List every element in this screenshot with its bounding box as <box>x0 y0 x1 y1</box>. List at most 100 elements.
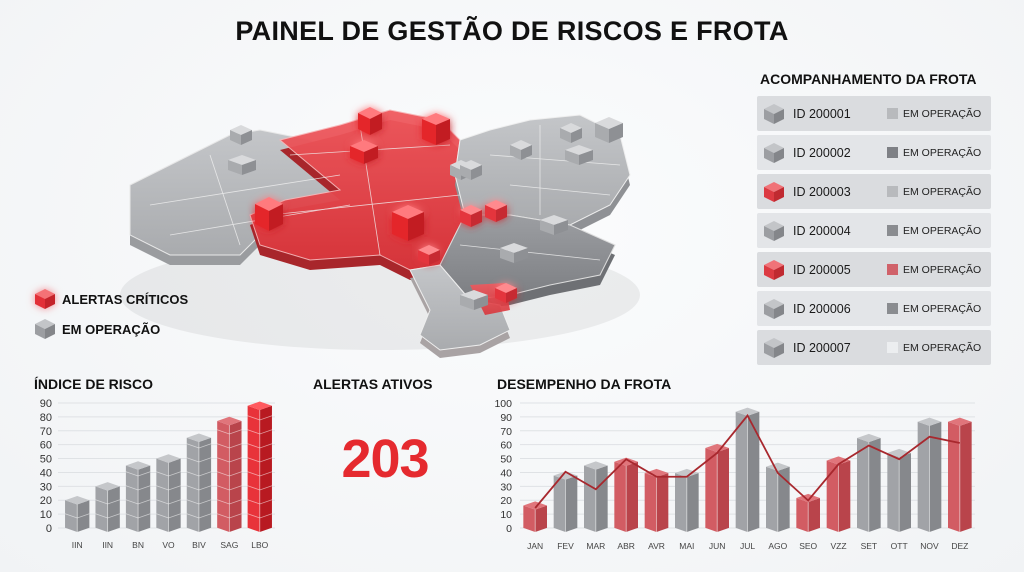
svg-text:SET: SET <box>861 541 878 550</box>
svg-text:JUN: JUN <box>709 541 726 550</box>
bar[interactable] <box>553 471 578 532</box>
svg-text:90: 90 <box>40 398 52 410</box>
fleet-row[interactable]: ID 200003 EM OPERAÇÃO <box>757 174 991 209</box>
svg-text:0: 0 <box>506 523 512 535</box>
bar[interactable] <box>125 461 151 532</box>
gray-cube-icon <box>764 220 784 241</box>
svg-text:VO: VO <box>162 540 175 550</box>
svg-text:JUL: JUL <box>740 541 755 550</box>
vehicle-id: ID 200002 <box>793 145 851 160</box>
status-swatch <box>887 186 898 197</box>
status-badge: EM OPERAÇÃO <box>903 107 982 120</box>
bar[interactable] <box>64 495 90 532</box>
status-swatch <box>887 264 898 275</box>
bar[interactable] <box>614 457 638 532</box>
svg-text:BN: BN <box>132 540 144 550</box>
bar[interactable] <box>735 407 760 532</box>
status-swatch <box>887 342 898 353</box>
gray-cube-icon <box>764 337 784 358</box>
bar[interactable] <box>948 417 972 532</box>
svg-text:0: 0 <box>46 523 52 535</box>
svg-text:70: 70 <box>500 426 512 438</box>
active-alerts-title: ALERTAS ATIVOS <box>313 376 433 392</box>
svg-text:40: 40 <box>40 467 52 479</box>
red-cube-icon <box>35 289 55 309</box>
bar[interactable] <box>766 462 790 532</box>
svg-text:IIN: IIN <box>72 540 83 550</box>
bar[interactable] <box>186 433 212 532</box>
svg-text:JAN: JAN <box>527 541 543 550</box>
bar[interactable] <box>523 501 547 532</box>
legend-label: ALERTAS CRÍTICOS <box>62 291 189 307</box>
bar[interactable] <box>217 416 242 532</box>
gray-cube-icon <box>764 298 784 319</box>
bar[interactable] <box>675 468 699 532</box>
status-badge: EM OPERAÇÃO <box>903 224 982 237</box>
svg-text:10: 10 <box>500 509 512 521</box>
svg-text:60: 60 <box>40 440 52 452</box>
status-swatch <box>887 108 898 119</box>
status-swatch <box>887 225 898 236</box>
svg-text:ABR: ABR <box>617 541 634 550</box>
svg-text:60: 60 <box>500 440 512 452</box>
vehicle-id: ID 200005 <box>793 262 851 277</box>
brazil-risk-map[interactable] <box>110 95 660 365</box>
svg-text:MAI: MAI <box>679 541 694 550</box>
svg-text:50: 50 <box>40 454 52 466</box>
svg-text:SAG: SAG <box>220 540 238 550</box>
svg-text:AVR: AVR <box>648 541 665 550</box>
risk-index-title: ÍNDICE DE RISCO <box>34 376 154 392</box>
fleet-row[interactable]: ID 200006 EM OPERAÇÃO <box>757 291 991 326</box>
bar[interactable] <box>95 482 120 532</box>
red-cube-icon <box>764 181 784 202</box>
vehicle-id: ID 200003 <box>793 184 851 199</box>
gray-cube-icon <box>35 319 55 339</box>
red-cube-icon <box>764 259 784 280</box>
status-badge: EM OPERAÇÃO <box>903 263 982 276</box>
bar[interactable] <box>644 468 669 532</box>
bar[interactable] <box>826 456 851 532</box>
svg-text:50: 50 <box>500 454 512 466</box>
vehicle-id: ID 200004 <box>793 223 851 238</box>
active-alerts-count: 203 <box>341 429 429 489</box>
svg-text:20: 20 <box>500 495 512 507</box>
fleet-list: ID 200001 EM OPERAÇÃO ID 200002 EM OPERAÇÃO… <box>757 96 991 369</box>
fleet-row[interactable]: ID 200007 EM OPERAÇÃO <box>757 330 991 365</box>
bar[interactable] <box>247 401 273 532</box>
svg-text:MAR: MAR <box>586 541 605 550</box>
svg-text:30: 30 <box>40 481 52 493</box>
vehicle-id: ID 200001 <box>793 106 851 121</box>
fleet-row[interactable]: ID 200004 EM OPERAÇÃO <box>757 213 991 248</box>
fleet-row[interactable]: ID 200002 EM OPERAÇÃO <box>757 135 991 170</box>
status-badge: EM OPERAÇÃO <box>903 185 982 198</box>
bar[interactable] <box>857 433 881 532</box>
status-swatch <box>887 147 898 158</box>
legend-label: EM OPERAÇÃO <box>62 321 161 337</box>
bar[interactable] <box>705 443 729 532</box>
fleet-row[interactable]: ID 200005 EM OPERAÇÃO <box>757 252 991 287</box>
bar[interactable] <box>887 448 911 532</box>
fleet-row[interactable]: ID 200001 EM OPERAÇÃO <box>757 96 991 131</box>
svg-text:90: 90 <box>500 412 512 424</box>
svg-text:20: 20 <box>40 495 52 507</box>
svg-text:80: 80 <box>40 412 52 424</box>
fleet-performance-title: DESEMPENHO DA FROTA <box>497 376 672 392</box>
fleet-panel-title: ACOMPANHAMENTO DA FROTA <box>760 71 977 87</box>
svg-text:10: 10 <box>40 509 52 521</box>
bar[interactable] <box>584 461 608 532</box>
bar[interactable] <box>917 417 942 532</box>
gray-cube-icon <box>764 142 784 163</box>
svg-text:VZZ: VZZ <box>830 541 846 550</box>
svg-text:NOV: NOV <box>920 541 939 550</box>
status-badge: EM OPERAÇÃO <box>903 302 982 315</box>
svg-text:SEO: SEO <box>799 541 817 550</box>
svg-text:30: 30 <box>500 481 512 493</box>
status-swatch <box>887 303 898 314</box>
legend-critical: ALERTAS CRÍTICOS <box>34 285 188 313</box>
status-badge: EM OPERAÇÃO <box>903 341 982 354</box>
vehicle-id: ID 200007 <box>793 340 851 355</box>
svg-text:70: 70 <box>40 426 52 438</box>
bar[interactable] <box>156 454 181 532</box>
